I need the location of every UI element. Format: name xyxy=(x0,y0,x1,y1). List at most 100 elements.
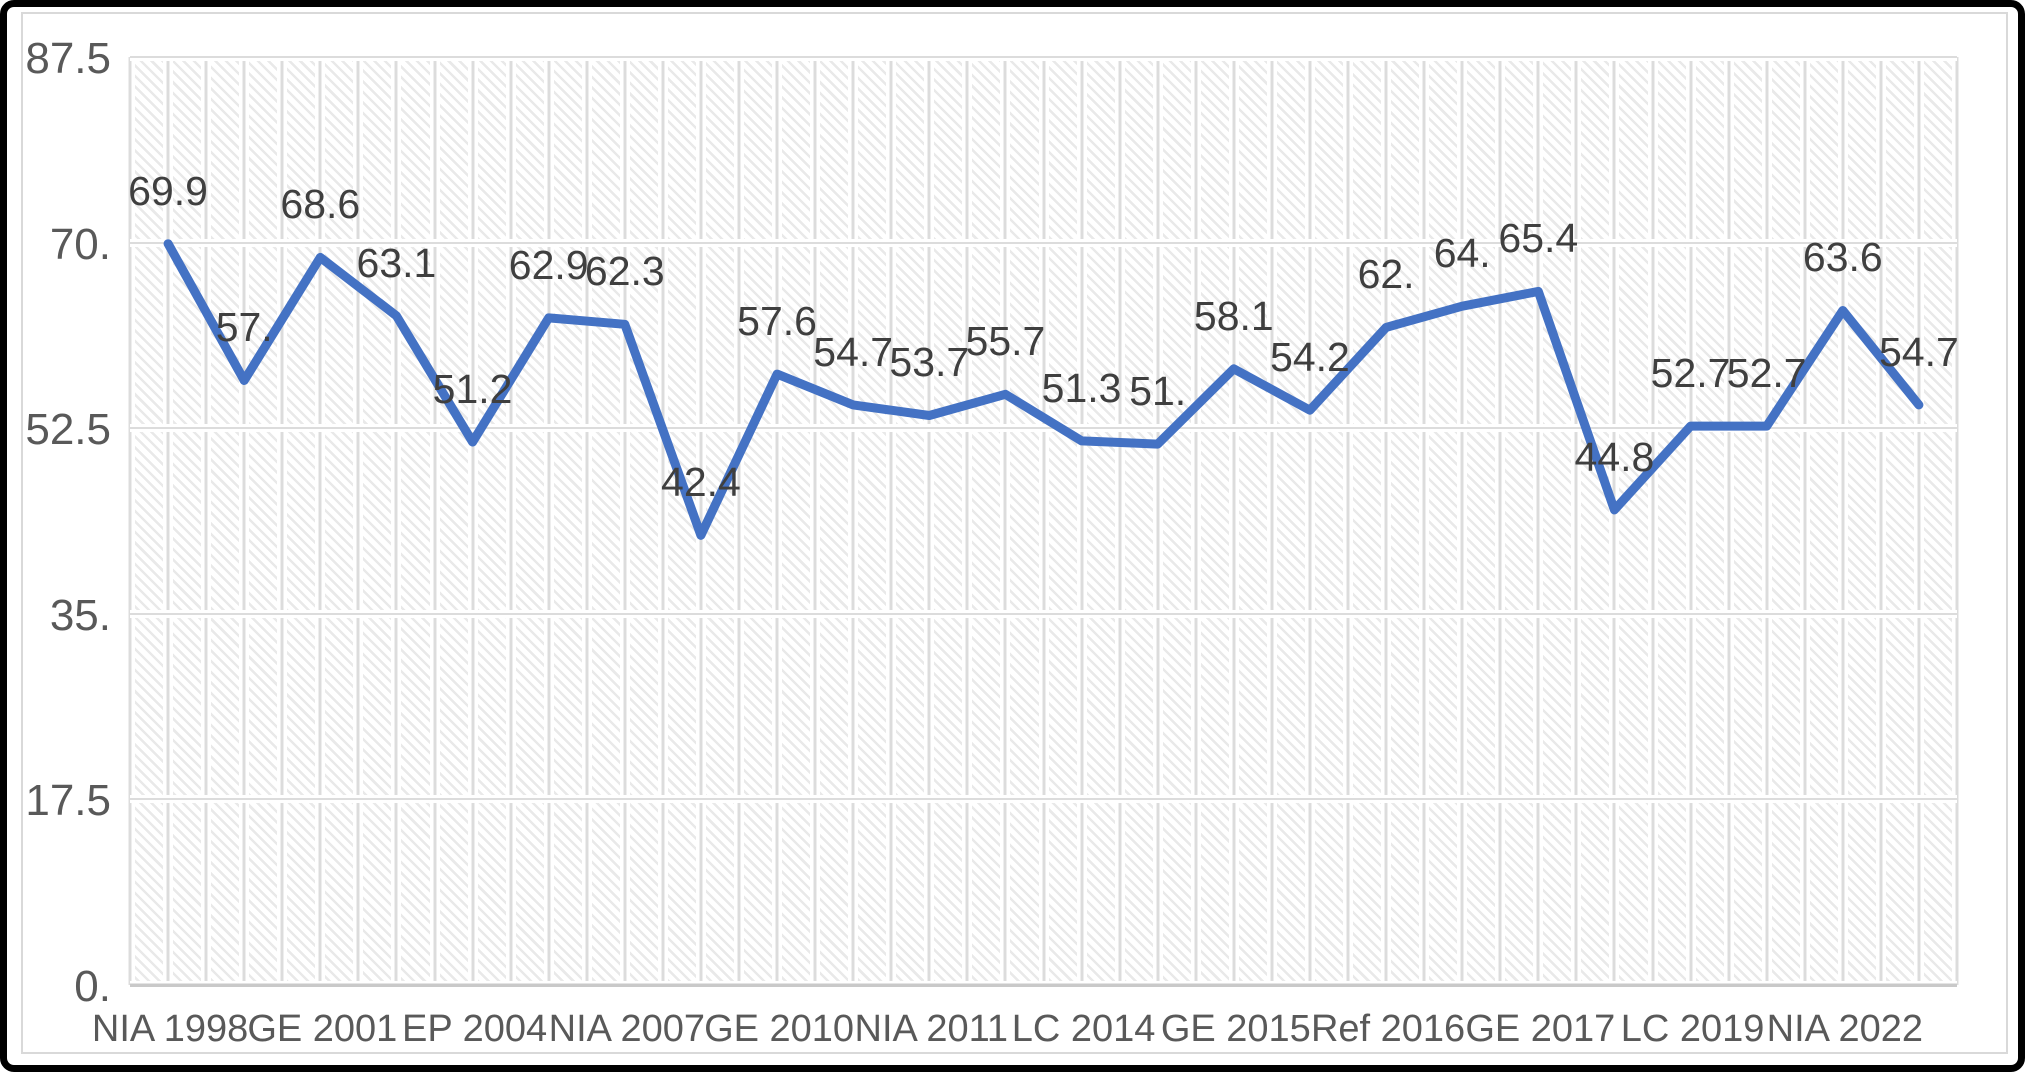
data-label: 51.2 xyxy=(432,365,513,412)
x-category-label: NIA 2011 xyxy=(854,1008,1009,1050)
data-label: 57.6 xyxy=(737,298,817,345)
horizontal-gridline xyxy=(130,238,1957,247)
vertical-gridline xyxy=(1609,57,1620,985)
data-label: 62. xyxy=(1357,251,1415,298)
data-label: 54.2 xyxy=(1270,334,1350,381)
vertical-gridline xyxy=(125,57,135,985)
x-category-label: GE 2010 xyxy=(704,1008,855,1050)
vertical-gridline xyxy=(810,57,821,985)
x-category-label: LC 2019 xyxy=(1620,1008,1765,1050)
vertical-gridline xyxy=(1076,57,1087,985)
data-label: 42.4 xyxy=(661,459,741,506)
vertical-gridline xyxy=(1913,57,1924,985)
data-label: 55.7 xyxy=(965,318,1046,365)
chart-frame: 0. 17.5 35. 52.5 70. 87.5 NIA 1998 GE 2001 EP 2… xyxy=(21,12,2008,1054)
vertical-gridline xyxy=(734,57,744,985)
vertical-gridline xyxy=(1228,57,1239,985)
horizontal-gridline xyxy=(130,795,1957,804)
vertical-gridline xyxy=(1114,57,1125,985)
vertical-gridline xyxy=(619,57,630,985)
vertical-gridline xyxy=(695,57,706,985)
vertical-gridline xyxy=(1152,57,1163,985)
x-category-label: GE 2015 xyxy=(1160,1008,1311,1050)
vertical-gridline xyxy=(239,57,250,985)
vertical-gridline xyxy=(315,57,326,985)
series-polyline xyxy=(163,239,1924,540)
vertical-gridline xyxy=(1875,57,1886,985)
x-category-label: GE 2001 xyxy=(247,1008,398,1050)
vertical-gridline xyxy=(772,57,783,985)
vertical-gridline xyxy=(848,57,859,985)
vertical-gridline xyxy=(657,57,668,985)
data-label: 62.3 xyxy=(584,248,665,295)
plot-area xyxy=(125,53,1962,990)
horizontal-gridline xyxy=(130,609,1957,618)
x-category-label: Ref 2016 xyxy=(1310,1008,1466,1050)
data-label: 51. xyxy=(1129,368,1187,415)
x-category-label: LC 2014 xyxy=(1011,1008,1156,1050)
vertical-gridline xyxy=(353,57,364,985)
data-label: 57. xyxy=(215,304,273,351)
x-category-label: GE 2017 xyxy=(1465,1008,1616,1050)
vertical-gridline xyxy=(924,57,935,985)
data-label: 69.9 xyxy=(128,167,208,214)
horizontal-gridline xyxy=(130,981,1957,990)
y-tick-label: 17.5 xyxy=(25,776,111,826)
data-label: 52.7 xyxy=(1726,350,1807,397)
data-label: 54.7 xyxy=(1879,328,1959,375)
data-label: 53.7 xyxy=(889,339,970,386)
vertical-gridline xyxy=(886,57,897,985)
vertical-gridline xyxy=(1457,57,1468,985)
vertical-gridline xyxy=(1343,57,1353,985)
data-label: 65.4 xyxy=(1498,215,1579,262)
horizontal-gridline xyxy=(130,53,1957,61)
vertical-gridline xyxy=(467,57,478,985)
vertical-gridline xyxy=(1952,57,1962,985)
vertical-gridline xyxy=(1038,57,1049,985)
vertical-gridline xyxy=(1723,57,1734,985)
data-label: 44.8 xyxy=(1574,433,1655,480)
data-label: 52.7 xyxy=(1650,350,1731,397)
vertical-gridline xyxy=(1533,57,1544,985)
y-tick-label: 87.5 xyxy=(25,34,111,83)
vertical-gridline xyxy=(1647,57,1658,985)
data-label: 64. xyxy=(1433,230,1491,277)
vertical-gridline xyxy=(1419,57,1430,985)
data-label: 54.7 xyxy=(813,328,894,375)
y-tick-label: 0. xyxy=(74,962,111,1011)
x-category-label: NIA 2007 xyxy=(548,1008,705,1050)
data-label: 63.1 xyxy=(356,239,437,286)
vertical-gridline xyxy=(1837,57,1848,985)
data-label: 51.3 xyxy=(1041,364,1122,411)
data-label: 58.1 xyxy=(1193,292,1274,339)
vertical-gridline xyxy=(1266,57,1277,985)
data-label: 68.6 xyxy=(280,181,361,228)
data-label: 63.6 xyxy=(1802,234,1883,281)
vertical-gridline xyxy=(962,57,973,985)
vertical-gridline xyxy=(1381,57,1392,985)
vertical-gridline xyxy=(277,57,288,985)
vertical-gridline xyxy=(543,57,554,985)
turnout-line-series xyxy=(163,239,1924,540)
vertical-gridline xyxy=(1571,57,1582,985)
y-tick-label: 35. xyxy=(49,590,111,640)
x-category-label: EP 2004 xyxy=(402,1008,548,1050)
vertical-gridline xyxy=(581,57,592,985)
vertical-gridline xyxy=(201,57,212,985)
vertical-gridline xyxy=(163,57,174,985)
vertical-gridline xyxy=(1761,57,1772,985)
vertical-gridline xyxy=(429,57,440,985)
y-tick-label: 70. xyxy=(49,219,111,269)
horizontal-gridline xyxy=(130,424,1957,433)
data-label: 62.9 xyxy=(508,241,589,288)
vertical-gridline xyxy=(1304,57,1315,985)
vertical-gridline xyxy=(1190,57,1201,985)
vertical-gridline xyxy=(391,57,402,985)
vertical-gridline xyxy=(505,57,516,985)
vertical-gridline xyxy=(1000,57,1011,985)
x-category-label: NIA 1998 xyxy=(91,1008,249,1050)
vertical-gridline xyxy=(1685,57,1696,985)
vertical-gridline xyxy=(1799,57,1810,985)
vertical-gridline xyxy=(1495,57,1506,985)
